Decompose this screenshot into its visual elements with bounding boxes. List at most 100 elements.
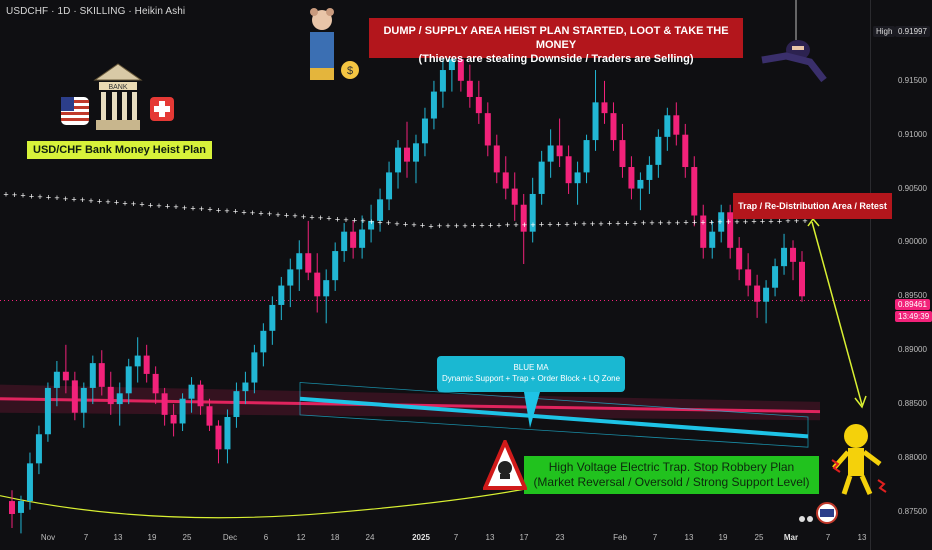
resistance-marker: + — [29, 191, 34, 201]
x-tick-label: 18 — [330, 533, 340, 542]
resistance-marker: + — [275, 210, 280, 220]
candle-body — [565, 156, 572, 184]
resistance-marker: + — [709, 217, 714, 227]
resistance-marker: + — [751, 217, 756, 227]
bank-heist-label: USD/CHF Bank Money Heist Plan — [27, 141, 212, 159]
candle-body — [529, 193, 536, 232]
red-ma-band — [0, 384, 820, 421]
chart-title: USDCHF · 1D · SKILLING · Heikin Ashi — [6, 6, 186, 17]
danger-skull-icon — [483, 440, 527, 490]
candle-body — [71, 380, 78, 413]
resistance-marker: + — [335, 214, 340, 224]
y-tick-label: 0.90500 — [898, 183, 927, 193]
x-tick-label: 23 — [555, 533, 565, 542]
candle-body — [188, 384, 195, 399]
resistance-marker: + — [292, 211, 297, 221]
resistance-marker: + — [114, 198, 119, 208]
candle-body — [251, 352, 258, 383]
resistance-marker: + — [139, 200, 144, 210]
candle-body — [305, 253, 312, 273]
resistance-marker: + — [573, 219, 578, 229]
resistance-marker: + — [3, 189, 8, 199]
resistance-marker: + — [207, 205, 212, 215]
candle-body — [98, 363, 105, 387]
resistance-marker: + — [377, 218, 382, 228]
candle-body — [610, 113, 617, 141]
resistance-marker: + — [556, 219, 561, 229]
candle-body — [233, 391, 240, 418]
resistance-marker: + — [156, 201, 161, 211]
candle-body — [691, 167, 698, 216]
voltage-line2: (Market Reversal / Oversold / Strong Sup… — [533, 475, 810, 489]
resistance-marker: + — [726, 217, 731, 227]
price-axis[interactable] — [870, 0, 932, 550]
resistance-marker: + — [734, 217, 739, 227]
voltage-trap-box: High Voltage Electric Trap. Stop Robbery… — [524, 456, 819, 494]
x-tick-label: 7 — [83, 533, 89, 542]
candle-body — [754, 285, 761, 302]
candle-body — [448, 59, 455, 71]
resistance-marker: + — [46, 193, 51, 203]
candle-body — [152, 373, 159, 394]
candle-body — [538, 161, 545, 194]
bank-sign: BANK — [108, 84, 127, 91]
resistance-marker: + — [428, 221, 433, 231]
resistance-marker: + — [233, 207, 238, 217]
candle-body — [179, 398, 186, 424]
resistance-marker: + — [369, 217, 374, 227]
resistance-marker: + — [105, 197, 110, 207]
resistance-marker: + — [513, 220, 518, 230]
resistance-marker: + — [360, 216, 365, 226]
us-flag-event-icon-2 — [799, 516, 813, 522]
resistance-marker: + — [37, 192, 42, 202]
candle-body — [673, 115, 680, 135]
resistance-marker: + — [598, 219, 603, 229]
y-tick-label: 0.91500 — [898, 75, 927, 85]
candle-body — [35, 434, 42, 464]
y-tick-label: 0.88000 — [898, 452, 927, 462]
resistance-marker: + — [182, 203, 187, 213]
candle-body — [790, 247, 797, 262]
blue-ma-desc: Dynamic Support + Trap + Order Block + L… — [441, 374, 621, 383]
resistance-marker: + — [666, 218, 671, 228]
candle-body — [386, 172, 393, 200]
candle-body — [17, 501, 24, 513]
high-label: High — [873, 26, 896, 37]
thief-hanging-icon — [761, 0, 827, 83]
candle-body — [655, 136, 662, 165]
candle-body — [170, 414, 177, 424]
candle-body — [727, 212, 734, 248]
x-tick-label: 25 — [754, 533, 764, 542]
resistance-marker: + — [411, 220, 416, 230]
resistance-marker: + — [743, 217, 748, 227]
resistance-marker: + — [148, 200, 153, 210]
blue-ma-line — [299, 396, 809, 439]
candle-body — [404, 147, 410, 162]
blue-ma-band — [299, 382, 809, 448]
resistance-marker: + — [326, 214, 331, 224]
resistance-marker: + — [301, 212, 306, 222]
dump-banner: DUMP / SUPPLY AREA HEIST PLAN STARTED, L… — [369, 18, 743, 65]
candle-body — [592, 102, 599, 141]
candle-body — [161, 393, 168, 415]
resistance-marker: + — [760, 217, 765, 227]
candle-body — [475, 96, 482, 114]
candle-body — [377, 199, 384, 221]
candle-body — [62, 371, 69, 381]
candle-body — [682, 134, 689, 168]
candle-body — [520, 204, 527, 232]
resistance-marker: + — [318, 213, 323, 223]
candle-body — [278, 285, 285, 305]
resistance-marker: + — [624, 218, 629, 228]
y-tick-label: 0.89000 — [898, 345, 927, 355]
resistance-marker: + — [267, 209, 272, 219]
y-tick-label: 0.90000 — [898, 237, 927, 247]
resistance-marker: + — [700, 217, 705, 227]
blue-ma-title: BLUE MA — [513, 363, 549, 372]
resistance-marker: + — [802, 216, 807, 226]
x-tick-label: Feb — [613, 533, 627, 542]
resistance-marker: + — [454, 221, 459, 231]
electrocuted-icon — [831, 424, 887, 496]
resistance-marker: + — [216, 205, 221, 215]
